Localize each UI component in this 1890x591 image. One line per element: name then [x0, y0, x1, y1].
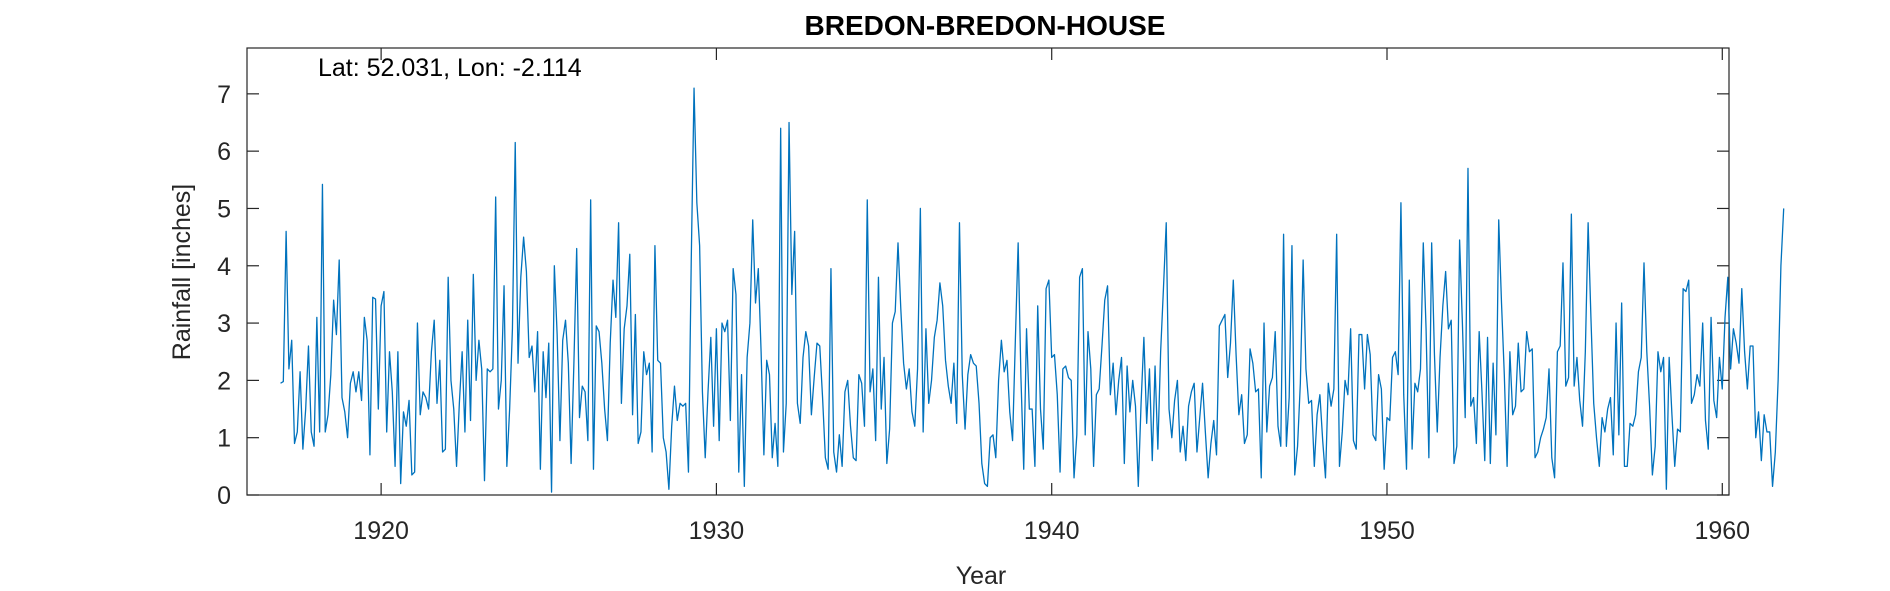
x-tick-label: 1940: [1024, 517, 1080, 545]
x-axis-label: Year: [956, 562, 1007, 590]
chart-title: BREDON-BREDON-HOUSE: [805, 10, 1166, 41]
x-tick-label: 1920: [353, 517, 409, 545]
y-tick-label: 2: [217, 367, 231, 395]
x-tick-label: 1930: [689, 517, 745, 545]
y-tick-label: 6: [217, 138, 231, 166]
y-axis-label: Rainfall [inches]: [168, 184, 196, 360]
axes-box: [246, 47, 1730, 496]
x-tick-label: 1950: [1359, 517, 1415, 545]
y-tick-label: 3: [217, 310, 231, 338]
location-annotation: Lat: 52.031, Lon: -2.114: [318, 54, 582, 82]
y-tick-label: 0: [217, 482, 231, 510]
rainfall-series-line: [280, 87, 1785, 493]
x-axis-ticks: 1920 1930 1940 1950 1960: [353, 48, 1750, 545]
y-tick-label: 7: [217, 81, 231, 109]
y-tick-label: 1: [217, 425, 231, 453]
y-axis-ticks: 0 1 2 3 4 5 6 7: [217, 81, 1729, 510]
axes-frame: [246, 47, 1730, 496]
x-tick-label: 1960: [1694, 517, 1750, 545]
y-tick-label: 4: [217, 253, 231, 281]
y-tick-label: 5: [217, 195, 231, 223]
